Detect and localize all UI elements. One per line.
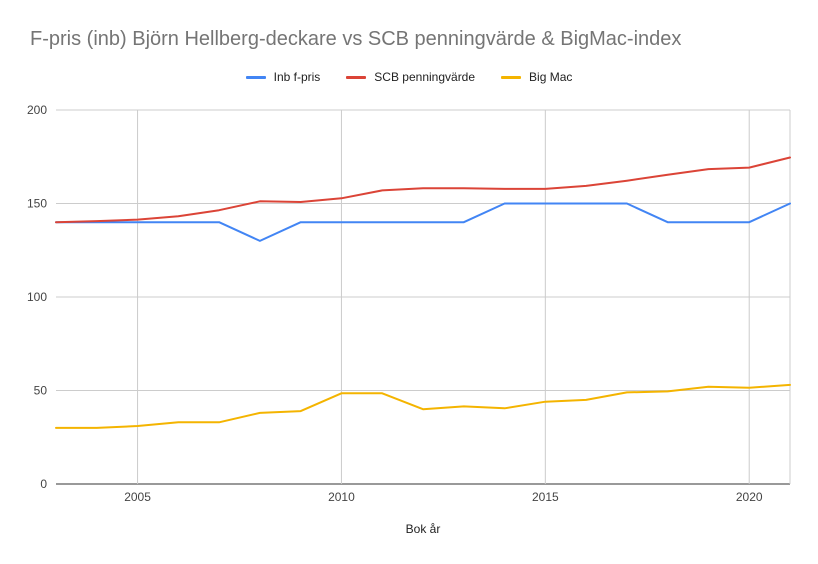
legend-label: Inb f-pris — [273, 70, 321, 84]
y-tick-label: 0 — [40, 477, 47, 491]
x-tick-label: 2010 — [328, 490, 355, 504]
legend-item-scb-penningvarde[interactable]: SCB penningvärde — [346, 70, 475, 84]
legend-swatch-big-mac — [501, 75, 522, 79]
series-line-scb-penningv-rde — [55, 156, 791, 224]
series-line-inb-f-pris — [55, 202, 791, 242]
legend-label: SCB penningvärde — [374, 70, 476, 84]
legend-item-inb-f-pris[interactable]: Inb f-pris — [245, 70, 321, 84]
x-tick-label: 2020 — [736, 490, 763, 504]
y-tick-label: 50 — [34, 384, 48, 398]
legend-swatch-inb-f-pris — [245, 75, 266, 79]
y-tick-label: 150 — [27, 197, 47, 211]
x-tick-label: 2015 — [532, 490, 559, 504]
legend: Inb f-pris SCB penningvärde Big Mac — [0, 70, 818, 84]
legend-item-big-mac[interactable]: Big Mac — [501, 70, 572, 84]
y-tick-label: 200 — [27, 103, 47, 117]
legend-label: Big Mac — [529, 70, 573, 84]
y-tick-label: 100 — [27, 290, 47, 304]
x-tick-label: 2005 — [124, 490, 151, 504]
x-axis-label: Bok år — [406, 522, 441, 536]
series-line-big-mac — [55, 383, 791, 429]
legend-swatch-scb-penningvarde — [346, 75, 367, 79]
chart-title: F-pris (inb) Björn Hellberg-deckare vs S… — [30, 28, 682, 50]
